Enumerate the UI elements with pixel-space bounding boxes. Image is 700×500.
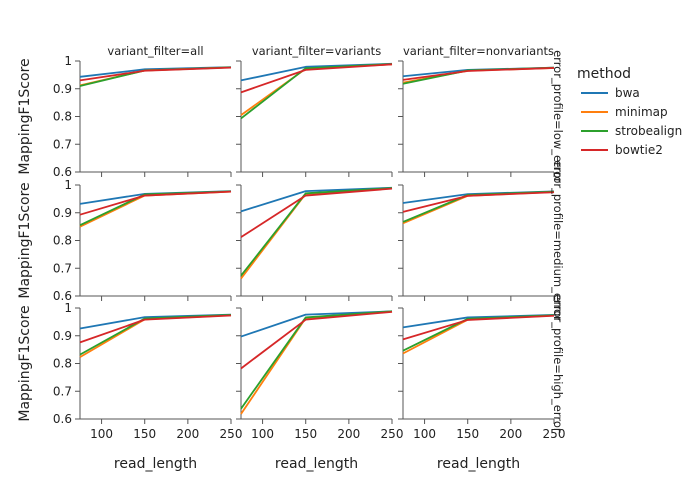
- x-tick-label: 150: [133, 427, 156, 441]
- y-tick-label: 0.8: [53, 234, 72, 248]
- y-tick-label: 0.9: [53, 206, 72, 220]
- panel-r1-c3: variant_filter=nonvariantserror_profile=…: [398, 44, 565, 183]
- series-line-strobealign: [240, 63, 393, 120]
- series-line-bowtie2: [402, 314, 555, 341]
- legend-label-bowtie2: bowtie2: [615, 143, 663, 157]
- x-tick-label: 100: [251, 427, 274, 441]
- series-line-bowtie2: [240, 310, 393, 370]
- panel-r2-c1: 0.6 0.7 0.8 0.9 1: [53, 178, 232, 303]
- y-tick-label: 0.7: [53, 384, 72, 398]
- series-line-strobealign: [240, 310, 393, 410]
- y-axis-title: MappingF1Score: [17, 58, 33, 174]
- panel-r2-c2: [236, 184, 393, 301]
- panel-r2-c3: error_profile=medium_error: [398, 160, 565, 321]
- col-title-variant-filter-nonvariants: variant_filter=nonvariants: [403, 44, 554, 58]
- y-tick-label: 0.8: [53, 110, 72, 124]
- row-title-error-profile-medium-error: error_profile=medium_error: [551, 160, 565, 321]
- panel-r1-c1: 0.6 0.7 0.8 0.9 1 variant_filter=all: [53, 44, 232, 179]
- series-line-bowtie2: [402, 191, 555, 213]
- y-tick-label: 1: [64, 301, 72, 315]
- legend: method bwa minimap strobealign bowtie2: [577, 66, 682, 157]
- y-tick-label: 1: [64, 178, 72, 192]
- panel-r1-c2: variant_filter=variants: [236, 44, 393, 177]
- legend-label-bwa: bwa: [615, 86, 640, 100]
- legend-label-minimap: minimap: [615, 105, 668, 119]
- series-line-bwa: [240, 186, 393, 213]
- panel-r3-c1: 0.6 0.7 0.8 0.9 1 100 150 200 250: [53, 301, 243, 441]
- series-line-bowtie2: [402, 67, 555, 81]
- series-line-bwa: [240, 310, 393, 338]
- x-axis-title: read_length: [114, 456, 197, 472]
- y-tick-label: 0.9: [53, 82, 72, 96]
- y-tick-label: 0.6: [53, 412, 72, 426]
- y-tick-label: 0.7: [53, 261, 72, 275]
- row-title-error-profile-low-error: error_profile=low_error: [551, 50, 565, 183]
- series-line-minimap: [240, 187, 393, 280]
- x-tick-label: 200: [499, 427, 522, 441]
- y-tick-label: 0.9: [53, 329, 72, 343]
- y-tick-label: 0.7: [53, 137, 72, 151]
- series-line-strobealign: [240, 187, 393, 277]
- series-line-bowtie2: [240, 63, 393, 94]
- y-tick-label: 0.6: [53, 165, 72, 179]
- x-axis-title: read_length: [437, 456, 520, 472]
- series-line-bowtie2: [240, 187, 393, 238]
- y-tick-label: 0.8: [53, 357, 72, 371]
- y-axis-title: MappingF1Score: [17, 182, 33, 298]
- y-tick-label: 1: [64, 54, 72, 68]
- series-line-minimap: [402, 314, 555, 355]
- series-line-minimap: [240, 63, 393, 116]
- series-line-minimap: [79, 190, 232, 228]
- series-line-bowtie2: [79, 66, 232, 82]
- series-line-minimap: [79, 314, 232, 358]
- panel-r3-c2: 100 150 200 250: [236, 307, 404, 441]
- x-tick-label: 150: [294, 427, 317, 441]
- col-title-variant-filter-variants: variant_filter=variants: [252, 44, 381, 58]
- x-axis-title: read_length: [275, 456, 358, 472]
- y-axis-title: MappingF1Score: [17, 305, 33, 421]
- x-tick-label: 200: [176, 427, 199, 441]
- col-title-variant-filter-all: variant_filter=all: [107, 44, 203, 58]
- x-tick-label: 150: [456, 427, 479, 441]
- series-line-minimap: [240, 310, 393, 415]
- series-line-bowtie2: [79, 190, 232, 216]
- series-line-minimap: [402, 191, 555, 225]
- x-tick-label: 200: [337, 427, 360, 441]
- x-tick-label: 100: [90, 427, 113, 441]
- x-tick-label: 250: [381, 427, 404, 441]
- x-tick-label: 250: [220, 427, 243, 441]
- legend-label-strobealign: strobealign: [615, 124, 682, 138]
- x-tick-label: 100: [413, 427, 436, 441]
- row-title-error-profile-high-error: error_profile=high_error: [551, 294, 565, 432]
- x-tick-label: 250: [543, 427, 566, 441]
- series-line-bowtie2: [79, 314, 232, 344]
- y-tick-label: 0.6: [53, 289, 72, 303]
- legend-title: method: [577, 66, 631, 82]
